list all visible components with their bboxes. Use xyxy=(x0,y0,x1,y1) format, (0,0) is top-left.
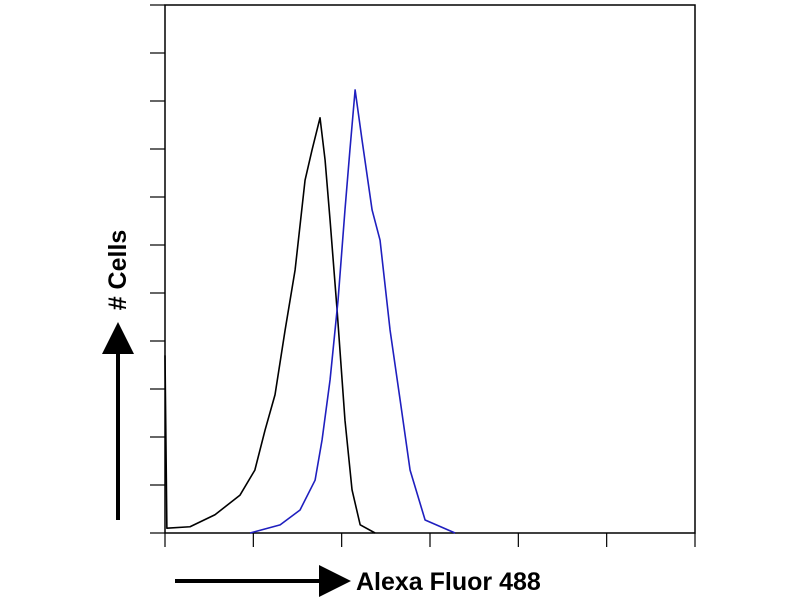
series-line xyxy=(249,89,456,534)
series-line xyxy=(164,117,376,534)
x-axis-title: Alexa Fluor 488 xyxy=(356,568,541,596)
y-axis-title: # Cells xyxy=(104,230,132,311)
plot-frame xyxy=(164,4,696,534)
